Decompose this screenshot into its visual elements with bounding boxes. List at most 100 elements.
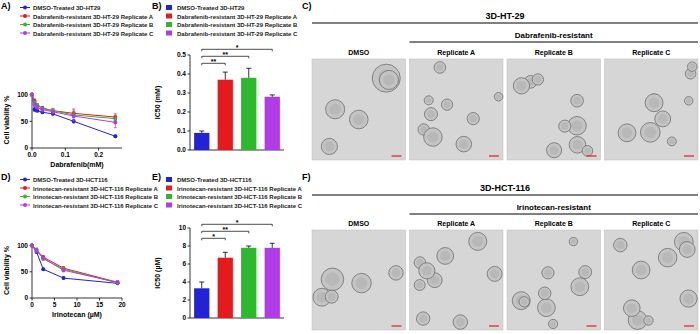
x-tick-label: 0.0 <box>27 151 36 158</box>
error-bar <box>42 257 45 260</box>
error-stem <box>248 68 249 78</box>
organoid <box>424 128 443 147</box>
legend-marker <box>23 178 27 182</box>
micrograph <box>507 230 601 330</box>
scale-bar <box>587 325 597 326</box>
organoid <box>456 136 472 152</box>
image-label: Replicate C <box>632 49 670 57</box>
micrograph-frame <box>507 230 601 330</box>
error-bar <box>42 257 45 260</box>
error-cap <box>270 243 275 244</box>
group-rule <box>410 214 699 215</box>
organoid <box>434 62 446 74</box>
image-label: Replicate A <box>437 49 475 57</box>
organoid <box>548 319 557 328</box>
organoid-core <box>683 293 693 303</box>
x-axis-line <box>32 148 122 149</box>
scale-bar <box>587 155 597 156</box>
organoid <box>569 237 577 245</box>
organoid <box>326 100 345 119</box>
error-cap <box>246 68 251 69</box>
organoid <box>614 238 627 251</box>
image-label: Replicate B <box>535 49 573 57</box>
organoid-core <box>573 97 581 105</box>
organoid-core <box>689 64 695 70</box>
organoid-core <box>622 127 633 138</box>
error-bar <box>72 111 75 121</box>
organoid-core <box>326 273 339 286</box>
y-axis-title: Cell viability % <box>3 245 11 295</box>
image-panel: C)3D-HT-29Dabrafenib-resistantDMSOReplic… <box>302 1 698 160</box>
organoid-core <box>470 115 477 122</box>
y-tick <box>188 131 191 132</box>
title-rule <box>312 195 698 196</box>
y-axis-line <box>32 243 33 298</box>
data-point <box>30 93 34 97</box>
micrograph-frame <box>605 230 699 330</box>
error-stem <box>225 252 226 257</box>
series-line <box>32 246 118 283</box>
organoid-core <box>329 104 340 115</box>
error-bar <box>223 72 228 80</box>
x-axis-title: Irinotecan (µM) <box>52 311 102 319</box>
organoid <box>623 300 640 317</box>
error-bar <box>36 106 39 109</box>
organoid <box>419 263 435 279</box>
x-tick-label: 20 <box>118 301 126 308</box>
y-axis-title: IC50 (µM) <box>154 257 162 288</box>
data-point <box>116 281 120 285</box>
organoid-core <box>550 321 556 327</box>
y-tick <box>188 55 191 56</box>
organoid-core <box>436 64 443 71</box>
y-tick <box>30 121 33 122</box>
legend-label: Dabrafenib-resistant 3D-HT-29 Replicate … <box>177 22 298 28</box>
organoid <box>424 96 433 105</box>
organoid <box>644 316 653 325</box>
organoid <box>618 124 636 142</box>
micrograph <box>605 59 699 160</box>
organoid <box>532 74 543 85</box>
organoid <box>349 110 368 129</box>
micrograph <box>312 230 406 330</box>
organoid <box>321 268 343 290</box>
error-bar <box>51 109 54 113</box>
error-bar <box>33 103 36 106</box>
error-bar <box>223 252 228 257</box>
micrograph-frame <box>507 59 601 160</box>
legend: DMSO-Treated 3D-HT29Dabrafenib-resistant… <box>20 5 154 37</box>
significance-label: ** <box>211 58 217 65</box>
organoid-core <box>574 281 585 292</box>
organoid <box>582 146 593 157</box>
data-point <box>40 108 44 112</box>
significance: **** <box>202 219 273 241</box>
error-stem <box>201 282 202 288</box>
scale-bar <box>392 155 402 156</box>
significance-label: * <box>236 219 239 226</box>
data-point <box>30 244 34 248</box>
legend-marker <box>23 6 27 10</box>
error-bar <box>62 277 65 279</box>
organoid-core <box>649 97 660 108</box>
organoid-core <box>669 139 674 144</box>
organoid-core <box>490 269 499 278</box>
organoid-core <box>416 282 423 289</box>
image-label: DMSO <box>348 49 370 56</box>
error-cap <box>72 109 75 110</box>
legend-swatch <box>166 31 172 36</box>
organoid <box>559 120 571 132</box>
error-cap <box>223 252 228 253</box>
data-point <box>30 244 34 248</box>
organoid-core <box>353 114 364 125</box>
x-tick-label: 5 <box>53 301 57 308</box>
organoid <box>352 273 371 292</box>
organoid-core <box>646 318 652 324</box>
y-tick-label: 0.4 <box>177 70 186 77</box>
organoid-core <box>627 303 637 313</box>
organoid <box>469 232 487 250</box>
error-bar <box>246 68 251 78</box>
x-tick-label: 0 <box>30 301 34 308</box>
legend-label: Irinotecan-resistant 3D-HCT-116 Replicat… <box>177 186 302 192</box>
organoid <box>441 99 452 110</box>
legend-label: Dabrafenib-resistant 3D-HT-29 Replicate … <box>177 31 298 37</box>
error-bar <box>114 117 117 128</box>
